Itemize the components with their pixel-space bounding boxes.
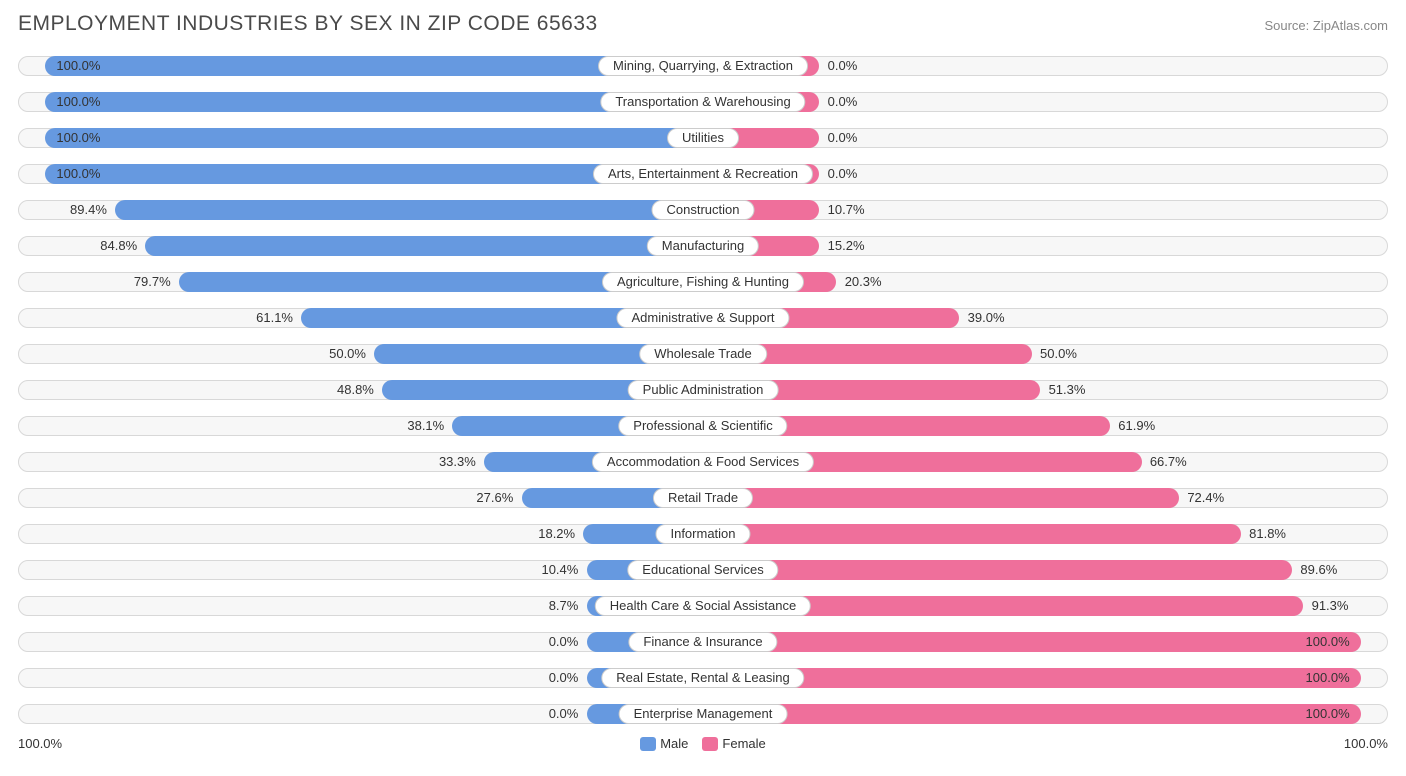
female-value: 91.3% (1312, 596, 1349, 616)
category-label: Finance & Insurance (628, 632, 777, 652)
female-value: 0.0% (828, 92, 858, 112)
female-bar (703, 524, 1241, 544)
male-value: 8.7% (549, 596, 579, 616)
chart-source: Source: ZipAtlas.com (1264, 18, 1388, 33)
female-value: 50.0% (1040, 344, 1077, 364)
male-value: 79.7% (134, 272, 171, 292)
female-value: 100.0% (1306, 668, 1350, 688)
female-value: 20.3% (845, 272, 882, 292)
category-label: Transportation & Warehousing (600, 92, 805, 112)
category-label: Retail Trade (653, 488, 753, 508)
category-label: Mining, Quarrying, & Extraction (598, 56, 808, 76)
axis-right-label: 100.0% (1344, 736, 1388, 751)
female-swatch-icon (702, 737, 718, 751)
axis-left-label: 100.0% (18, 736, 62, 751)
table-row: Information 18.2% 81.8% (18, 518, 1388, 550)
legend-item-male: Male (640, 736, 688, 751)
table-row: Agriculture, Fishing & Hunting 79.7% 20.3% (18, 266, 1388, 298)
female-value: 51.3% (1049, 380, 1086, 400)
chart-footer: 100.0% Male Female 100.0% (18, 736, 1388, 751)
male-value: 100.0% (56, 128, 100, 148)
category-label: Agriculture, Fishing & Hunting (602, 272, 804, 292)
male-bar (115, 200, 703, 220)
category-label: Construction (652, 200, 755, 220)
table-row: Arts, Entertainment & Recreation 100.0% 0.… (18, 158, 1388, 190)
legend-label-male: Male (660, 736, 688, 751)
category-label: Wholesale Trade (639, 344, 767, 364)
female-value: 39.0% (968, 308, 1005, 328)
table-row: Utilities 100.0% 0.0% (18, 122, 1388, 154)
category-label: Accommodation & Food Services (592, 452, 814, 472)
male-value: 18.2% (538, 524, 575, 544)
female-value: 10.7% (828, 200, 865, 220)
category-label: Public Administration (628, 380, 779, 400)
male-value: 38.1% (407, 416, 444, 436)
chart-legend: Male Female (640, 736, 766, 751)
category-label: Arts, Entertainment & Recreation (593, 164, 813, 184)
female-value: 0.0% (828, 164, 858, 184)
table-row: Administrative & Support 61.1% 39.0% (18, 302, 1388, 334)
male-value: 100.0% (56, 164, 100, 184)
male-value: 10.4% (541, 560, 578, 580)
male-value: 27.6% (476, 488, 513, 508)
legend-item-female: Female (702, 736, 765, 751)
female-value: 100.0% (1306, 704, 1350, 724)
table-row: Wholesale Trade 50.0% 50.0% (18, 338, 1388, 370)
male-value: 84.8% (100, 236, 137, 256)
category-label: Administrative & Support (616, 308, 789, 328)
table-row: Professional & Scientific 38.1% 61.9% (18, 410, 1388, 442)
table-row: Construction 89.4% 10.7% (18, 194, 1388, 226)
female-bar (703, 704, 1361, 724)
diverging-bar-chart: Mining, Quarrying, & Extraction 100.0% 0.0… (18, 50, 1388, 730)
category-label: Utilities (667, 128, 739, 148)
male-swatch-icon (640, 737, 656, 751)
chart-title: EMPLOYMENT INDUSTRIES BY SEX IN ZIP CODE… (18, 12, 598, 36)
table-row: Accommodation & Food Services 33.3% 66.7% (18, 446, 1388, 478)
male-bar (145, 236, 703, 256)
female-value: 0.0% (828, 56, 858, 76)
category-label: Manufacturing (647, 236, 759, 256)
male-value: 100.0% (56, 56, 100, 76)
category-label: Enterprise Management (619, 704, 788, 724)
category-label: Health Care & Social Assistance (595, 596, 811, 616)
male-value: 100.0% (56, 92, 100, 112)
female-value: 72.4% (1187, 488, 1224, 508)
male-value: 48.8% (337, 380, 374, 400)
male-bar (45, 128, 703, 148)
female-bar (703, 488, 1179, 508)
category-label: Professional & Scientific (618, 416, 787, 436)
female-value: 0.0% (828, 128, 858, 148)
table-row: Enterprise Management 0.0% 100.0% (18, 698, 1388, 730)
table-row: Educational Services 10.4% 89.6% (18, 554, 1388, 586)
male-value: 0.0% (549, 668, 579, 688)
table-row: Manufacturing 84.8% 15.2% (18, 230, 1388, 262)
male-value: 0.0% (549, 632, 579, 652)
female-bar (703, 632, 1361, 652)
male-value: 61.1% (256, 308, 293, 328)
category-label: Educational Services (627, 560, 778, 580)
female-value: 81.8% (1249, 524, 1286, 544)
table-row: Transportation & Warehousing 100.0% 0.0% (18, 86, 1388, 118)
male-value: 33.3% (439, 452, 476, 472)
table-row: Public Administration 48.8% 51.3% (18, 374, 1388, 406)
female-value: 66.7% (1150, 452, 1187, 472)
female-value: 61.9% (1118, 416, 1155, 436)
table-row: Retail Trade 27.6% 72.4% (18, 482, 1388, 514)
table-row: Real Estate, Rental & Leasing 0.0% 100.0% (18, 662, 1388, 694)
category-label: Information (655, 524, 750, 544)
category-label: Real Estate, Rental & Leasing (601, 668, 804, 688)
female-value: 100.0% (1306, 632, 1350, 652)
legend-label-female: Female (722, 736, 765, 751)
male-value: 50.0% (329, 344, 366, 364)
table-row: Mining, Quarrying, & Extraction 100.0% 0.0… (18, 50, 1388, 82)
male-value: 0.0% (549, 704, 579, 724)
table-row: Finance & Insurance 0.0% 100.0% (18, 626, 1388, 658)
chart-header: EMPLOYMENT INDUSTRIES BY SEX IN ZIP CODE… (18, 12, 1388, 36)
female-value: 15.2% (828, 236, 865, 256)
male-value: 89.4% (70, 200, 107, 220)
table-row: Health Care & Social Assistance 8.7% 91.3% (18, 590, 1388, 622)
female-value: 89.6% (1300, 560, 1337, 580)
female-bar (703, 560, 1292, 580)
